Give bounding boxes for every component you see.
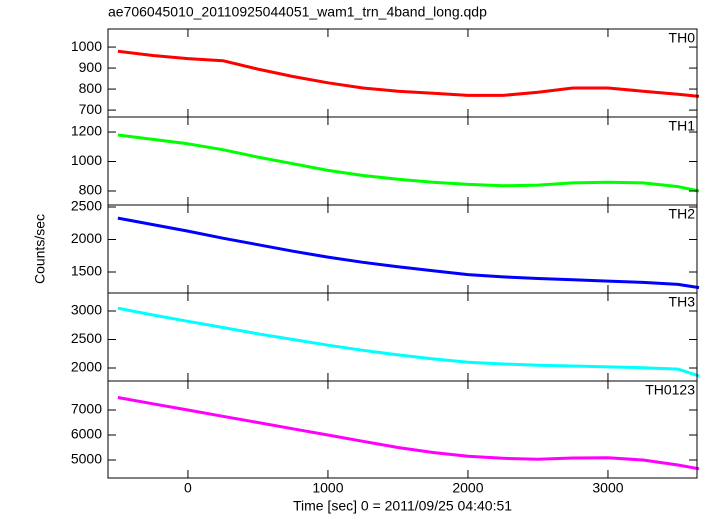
light-curve [117, 216, 700, 290]
y-tick-label: 5000 [71, 451, 102, 467]
y-axis-label: Counts/sec [32, 214, 48, 284]
y-tick-label: 6000 [71, 426, 102, 442]
light-curve [117, 306, 700, 378]
y-tick-label: 2000 [71, 230, 102, 246]
panel-frame [107, 28, 698, 118]
y-tick-label: 900 [79, 59, 103, 75]
panel-frame [107, 380, 698, 479]
y-tick-label: 800 [79, 80, 103, 96]
light-curve [117, 133, 700, 193]
x-tick-label: 3000 [592, 480, 623, 496]
panel-label: TH0123 [645, 382, 695, 398]
y-tick-label: 3000 [71, 302, 102, 318]
x-tick-label: 2000 [452, 480, 483, 496]
light-curve [117, 49, 700, 98]
y-tick-label: 2500 [71, 198, 102, 214]
x-tick-label: 1000 [312, 480, 343, 496]
y-tick-label: 1000 [71, 152, 102, 168]
y-tick-label: 1500 [71, 263, 102, 279]
y-tick-label: 1200 [71, 123, 102, 139]
x-axis-label: Time [sec] 0 = 2011/09/25 04:40:51 [293, 498, 512, 514]
panel-label: TH2 [669, 206, 696, 222]
light-curve [117, 396, 700, 471]
chart-title: ae706045010_20110925044051_wam1_trn_4ban… [108, 4, 487, 20]
panel-label: TH1 [669, 118, 696, 134]
panel-label: TH3 [669, 294, 696, 310]
y-tick-label: 7000 [71, 401, 102, 417]
y-tick-label: 2500 [71, 330, 102, 346]
panel-label: TH0 [669, 30, 696, 46]
panel-frame [107, 116, 698, 206]
y-tick-label: 2000 [71, 359, 102, 375]
y-tick-label: 700 [79, 101, 103, 117]
x-tick-label: 0 [184, 480, 192, 496]
y-tick-label: 800 [79, 182, 103, 198]
y-tick-label: 1000 [71, 38, 102, 54]
